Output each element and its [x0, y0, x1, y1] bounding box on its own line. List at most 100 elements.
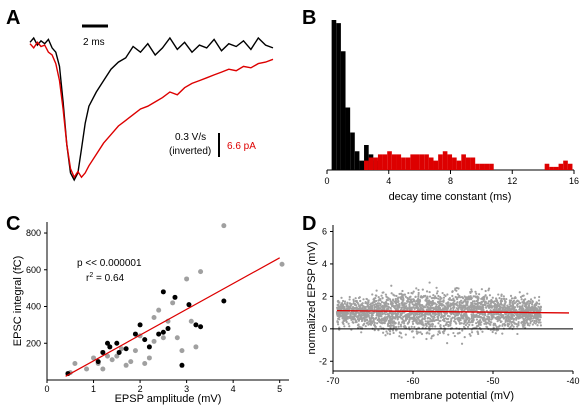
d-point [492, 326, 495, 329]
hist-bar-black [350, 132, 355, 170]
d-point [408, 311, 412, 314]
d-point [385, 330, 388, 333]
d-point [453, 299, 456, 302]
d-point [390, 324, 393, 327]
d-point [485, 296, 489, 299]
d-point [365, 297, 368, 301]
d-point [451, 290, 454, 293]
d-point [519, 313, 522, 317]
c-point-black [123, 346, 129, 352]
d-point [503, 305, 506, 308]
panel-c-scatter: EPSP amplitude (mV) EPSC integral (fC) p… [12, 222, 289, 405]
d-point [390, 318, 393, 321]
d-point [433, 308, 436, 311]
d-point [510, 297, 514, 300]
d-point [446, 302, 449, 305]
d-point [449, 322, 452, 325]
c-point-gray [142, 360, 148, 366]
d-point [470, 315, 473, 318]
c-point-gray [72, 360, 78, 366]
d-point [353, 315, 357, 318]
d-point [468, 332, 471, 336]
d-point [472, 317, 475, 321]
panel-label-a: A [6, 7, 20, 29]
d-point [421, 317, 424, 320]
d-point [336, 321, 339, 324]
d-point [345, 307, 349, 310]
c-point-black [165, 326, 171, 332]
d-point [424, 313, 427, 316]
d-point [407, 291, 410, 295]
d-point [401, 302, 404, 305]
d-point [411, 322, 415, 325]
d-point [464, 305, 467, 308]
d-point [412, 313, 415, 316]
d-point [377, 307, 380, 311]
d-point [383, 303, 386, 306]
d-point [517, 321, 520, 324]
d-point [397, 300, 400, 303]
d-point [413, 325, 416, 329]
d-point [452, 313, 455, 316]
d-point [360, 317, 363, 321]
d-point [506, 314, 510, 317]
d-point [400, 292, 403, 295]
d-point [348, 298, 351, 301]
d-point [398, 335, 401, 338]
d-point [415, 312, 418, 316]
d-point [352, 307, 355, 311]
d-point [477, 297, 480, 300]
c-x-tick-label: 1 [91, 384, 96, 394]
d-point [418, 301, 421, 305]
hist-bar-red [567, 163, 573, 170]
d-point [384, 300, 388, 304]
d-point [439, 316, 442, 319]
d-point [525, 321, 528, 324]
d-point [418, 298, 421, 301]
d-point [465, 298, 468, 301]
d-point [526, 301, 529, 304]
d-point [338, 326, 341, 329]
d-point [342, 319, 345, 322]
d-point [428, 290, 431, 294]
d-point [522, 294, 525, 297]
d-point [431, 325, 434, 328]
d-x-tick-label: -60 [406, 376, 419, 386]
d-point [495, 306, 498, 310]
d-point [434, 313, 437, 316]
d-point [446, 342, 449, 345]
d-point [424, 320, 427, 323]
b-x-tick-label: 0 [324, 176, 329, 186]
d-point [359, 299, 362, 303]
hist-bar-red [364, 160, 369, 170]
d-point [342, 312, 345, 315]
d-point [405, 302, 408, 305]
d-point [413, 319, 417, 322]
d-point [381, 291, 384, 294]
panel-b-histogram: decay time constant (ms) 0 4 8 12 16 [324, 20, 579, 203]
d-point [355, 306, 358, 309]
hist-bar-red [456, 160, 462, 170]
d-point [469, 308, 472, 311]
hist-bar-black [340, 51, 346, 170]
d-point [385, 295, 388, 298]
d-point [499, 299, 503, 302]
d-point [497, 293, 500, 296]
d-point [414, 303, 417, 306]
d-point [470, 317, 473, 320]
d-point [348, 305, 352, 308]
d-point [465, 302, 468, 305]
d-point [363, 320, 366, 323]
d-point [516, 332, 519, 336]
d-point [423, 315, 426, 318]
d-point [528, 306, 531, 309]
hist-bar-red [373, 157, 378, 170]
d-point [520, 307, 523, 310]
c-y-tick-label: 200 [26, 338, 41, 348]
c-point-gray [221, 223, 227, 229]
d-point [449, 312, 452, 315]
d-point [361, 308, 364, 311]
d-point [450, 319, 453, 322]
d-point [428, 325, 431, 328]
